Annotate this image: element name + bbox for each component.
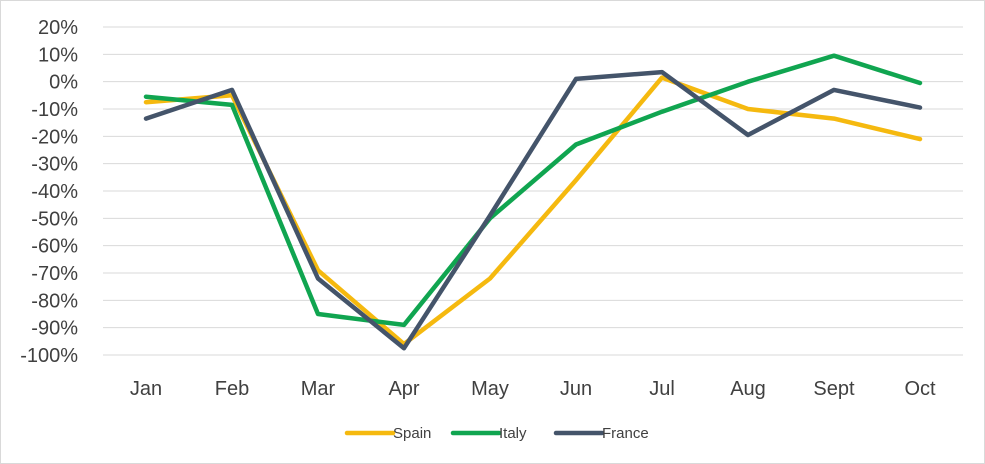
x-tick-label-aug: Aug (730, 378, 766, 400)
legend-label-spain: Spain (393, 425, 431, 442)
legend-label-france: France (602, 425, 649, 442)
x-tick-label-jun: Jun (560, 378, 592, 400)
series-line-france (143, 69, 923, 351)
x-tick-label-jan: Jan (130, 378, 162, 400)
y-tick-label: -60% (31, 236, 78, 258)
x-tick-label-apr: Apr (388, 378, 419, 400)
y-tick-label: -30% (31, 154, 78, 176)
y-tick-label: -10% (31, 99, 78, 121)
y-tick-label: -40% (31, 181, 78, 203)
x-tick-label-may: May (471, 378, 509, 400)
y-tick-label: 0% (49, 72, 78, 94)
x-tick-label-oct: Oct (904, 378, 936, 400)
y-tick-label: -20% (31, 126, 78, 148)
y-tick-label: -50% (31, 208, 78, 230)
x-tick-label-mar: Mar (301, 378, 336, 400)
legend: Spain Italy France (344, 425, 649, 442)
gridlines (103, 26, 963, 356)
legend-label-italy: Italy (499, 425, 527, 442)
y-tick-label: -70% (31, 263, 78, 285)
x-axis: Jan Feb Mar Apr May Jun Jul Aug Sept Oct (130, 378, 936, 400)
y-tick-label: -100% (20, 345, 78, 367)
legend-item-spain: Spain (344, 425, 431, 442)
legend-item-france: France (553, 425, 649, 442)
y-axis: 20% 10% 0% -10% -20% -30% -40% -50% -60% -70% -80%… (20, 17, 78, 367)
series-line-spain (143, 75, 923, 347)
y-tick-label: -80% (31, 290, 78, 312)
y-tick-label: 20% (38, 17, 78, 39)
x-tick-label-jul: Jul (649, 378, 675, 400)
series-group (143, 53, 923, 351)
legend-item-italy: Italy (450, 425, 527, 442)
x-tick-label-sept: Sept (813, 378, 855, 400)
series-line-italy (143, 53, 923, 328)
x-tick-label-feb: Feb (215, 378, 249, 400)
y-tick-label: -90% (31, 318, 78, 340)
y-tick-label: 10% (38, 44, 78, 66)
